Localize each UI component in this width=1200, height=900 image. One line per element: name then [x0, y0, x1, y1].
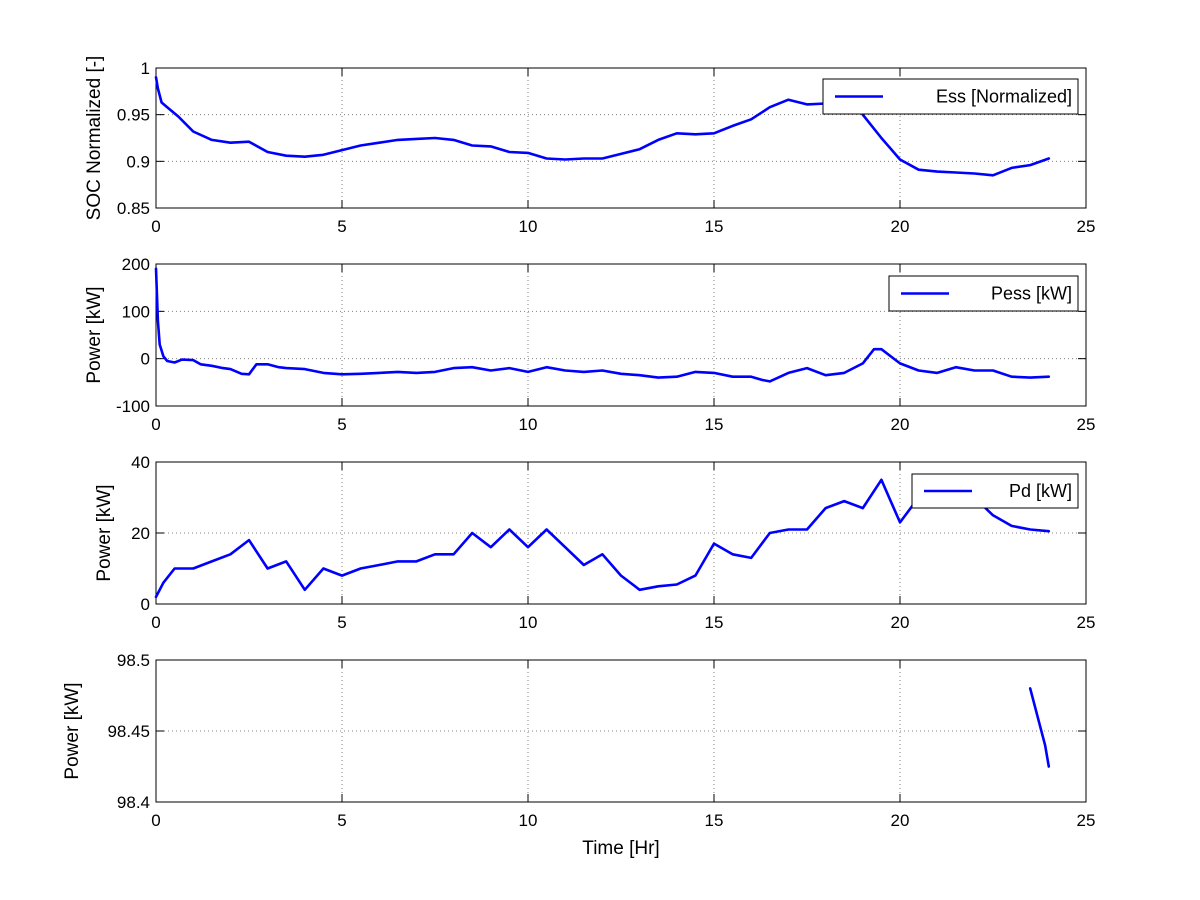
- series-line-pd: [154, 478, 1051, 599]
- y-tick-label: 0.95: [117, 106, 150, 125]
- subplot-3: 0 5 10 15 20 25 0 20 40 Power [kW] Pd [kW]: [94, 453, 1095, 632]
- y-axis-label: SOC Normalized [-]: [84, 56, 105, 221]
- x-tick-label: 5: [337, 613, 346, 632]
- x-tick-label: 10: [519, 217, 538, 236]
- legend: Pd [kW]: [911, 473, 1079, 509]
- y-tick-label: 98.45: [107, 722, 150, 741]
- x-tick-label: 20: [891, 217, 910, 236]
- x-tick-label: 0: [151, 217, 160, 236]
- legend: Ess [Normalized]: [822, 78, 1079, 115]
- x-tick-label: 20: [891, 613, 910, 632]
- x-tick-label: 0: [151, 613, 160, 632]
- subplot-4: 0 5 10 15 20 25 98.4 98.45 98.5 Power [kW] Time [H…: [62, 651, 1095, 859]
- legend: Pess [kW]: [888, 275, 1079, 312]
- x-tick-label: 5: [337, 811, 346, 830]
- legend-label: Pd [kW]: [1009, 481, 1072, 501]
- x-tick-label: 0: [151, 415, 160, 434]
- x-tick-label: 10: [519, 811, 538, 830]
- subplot-1: 0 5 10 15 20 25 0.85 0.9 0.95 1 SOC Normalized [-]…: [84, 56, 1095, 236]
- series-line-pess: [154, 267, 1051, 383]
- y-tick-label: 0: [141, 350, 150, 369]
- y-tick-label: 20: [131, 524, 150, 543]
- y-tick-label: 1: [141, 59, 150, 78]
- x-tick-label: 0: [151, 811, 160, 830]
- y-tick-label: 200: [122, 255, 150, 274]
- x-tick-label: 10: [519, 415, 538, 434]
- x-tick-label: 15: [705, 811, 724, 830]
- x-tick-label: 25: [1077, 613, 1096, 632]
- y-tick-label: 40: [131, 453, 150, 472]
- x-tick-label: 15: [705, 415, 724, 434]
- x-tick-label: 20: [891, 811, 910, 830]
- x-tick-label: 25: [1077, 217, 1096, 236]
- y-axis-label: Power [kW]: [84, 286, 105, 383]
- x-tick-label: 25: [1077, 811, 1096, 830]
- y-tick-label: 0.9: [126, 152, 150, 171]
- x-tick-label: 5: [337, 217, 346, 236]
- x-tick-label: 5: [337, 415, 346, 434]
- x-tick-label: 15: [705, 613, 724, 632]
- x-axis-label: Time [Hr]: [582, 838, 659, 859]
- series-line-power: [1028, 687, 1051, 768]
- legend-label: Pess [kW]: [991, 284, 1072, 304]
- y-tick-label: 0: [141, 595, 150, 614]
- y-tick-label: -100: [116, 397, 150, 416]
- y-tick-label: 98.4: [117, 793, 150, 812]
- x-tick-label: 15: [705, 217, 724, 236]
- y-tick-label: 0.85: [117, 199, 150, 218]
- legend-label: Ess [Normalized]: [936, 87, 1072, 107]
- y-axis-label: Power [kW]: [94, 484, 115, 581]
- series-line-ess: [154, 76, 1051, 177]
- legend-box: [822, 78, 1079, 115]
- y-tick-label: 100: [122, 302, 150, 321]
- x-tick-label: 10: [519, 613, 538, 632]
- x-tick-label: 25: [1077, 415, 1096, 434]
- x-tick-label: 20: [891, 415, 910, 434]
- y-axis-label: Power [kW]: [62, 682, 83, 779]
- y-tick-label: 98.5: [117, 651, 150, 670]
